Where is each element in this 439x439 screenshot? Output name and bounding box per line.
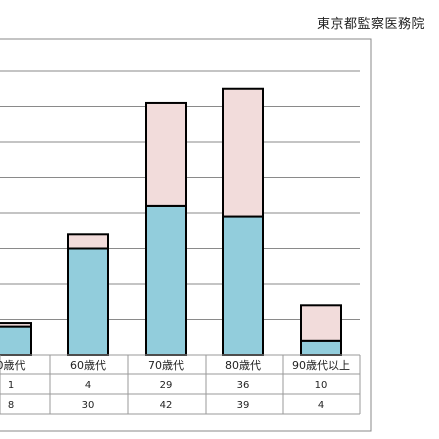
table-cell: 29 <box>160 380 173 391</box>
category-label: 80歳代 <box>225 359 261 372</box>
table-cell: 30 <box>82 400 95 411</box>
table-cell: 4 <box>318 400 324 411</box>
table-cell: 39 <box>237 400 250 411</box>
table-cell: 8 <box>8 400 14 411</box>
table-cell: 1 <box>8 380 14 391</box>
category-label: 0歳代 <box>0 359 26 372</box>
bar-segment <box>300 304 342 342</box>
bars <box>0 87 342 357</box>
bar-segment <box>300 339 342 356</box>
table-cell: 10 <box>315 380 328 391</box>
plot-frame <box>0 38 372 432</box>
bar-segment <box>145 101 187 207</box>
table-cell: 42 <box>160 400 173 411</box>
bar-segment <box>222 215 264 356</box>
bar-segment <box>145 204 187 356</box>
data-table: 0歳代 60歳代 70歳代 80歳代 90歳代以上 1 4 29 36 10 8 30 42 39 4 <box>0 354 361 415</box>
bar-segment <box>0 325 32 357</box>
bar-segment <box>0 322 32 328</box>
bar-segment <box>67 247 109 356</box>
table-cell: 4 <box>85 380 91 391</box>
bar-segment <box>222 87 264 218</box>
category-label: 70歳代 <box>148 359 184 372</box>
category-label: 60歳代 <box>70 359 106 372</box>
source-label: 東京都監察医務院 <box>316 17 425 32</box>
table-cell: 36 <box>237 380 250 391</box>
category-label: 90歳代以上 <box>292 359 350 372</box>
bar-segment <box>67 233 109 250</box>
